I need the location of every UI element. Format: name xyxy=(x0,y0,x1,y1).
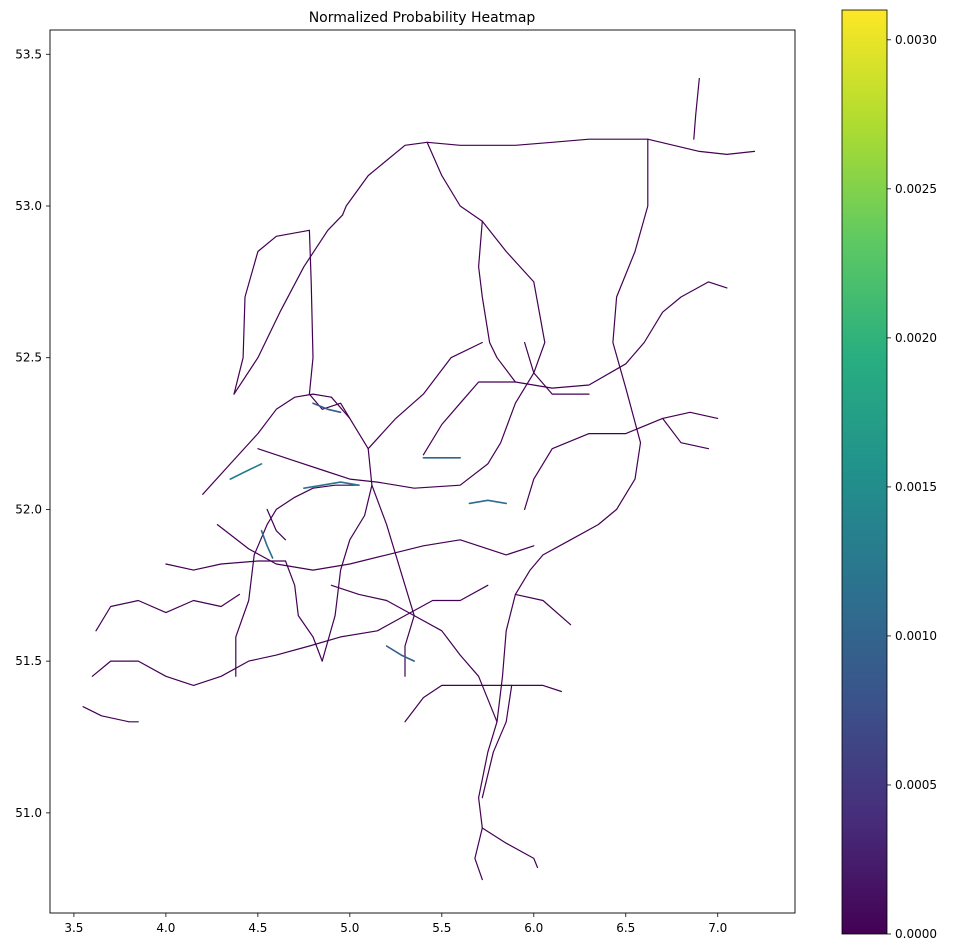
road-segment xyxy=(693,77,700,140)
road-segment xyxy=(371,484,415,677)
y-tick-label: 51.0 xyxy=(15,806,42,820)
y-tick-label: 53.5 xyxy=(15,47,42,61)
road-segment xyxy=(330,584,388,602)
road-segment xyxy=(233,229,310,395)
road-segment xyxy=(514,593,572,626)
road-segment xyxy=(165,560,287,571)
hotspots-layer xyxy=(229,402,508,662)
road-hotspot-segment xyxy=(229,463,263,480)
colorbar-ticks: 0.0000 0.0005 0.0010 0.0015 0.0020 0.0025 0.00… xyxy=(887,33,937,941)
axes-frame xyxy=(49,29,796,914)
road-segment xyxy=(91,584,489,687)
road-segment xyxy=(478,220,728,389)
colorbar-tick-label: 0.0005 xyxy=(895,778,937,792)
colorbar-tick-label: 0.0000 xyxy=(895,927,937,941)
road-segment xyxy=(661,417,710,450)
plot-area-border xyxy=(49,29,796,914)
road-segment xyxy=(95,593,241,632)
road-segment xyxy=(266,508,287,541)
road-segment xyxy=(216,523,535,571)
road-segment xyxy=(308,393,351,419)
y-tick-label: 51.5 xyxy=(15,654,42,668)
colorbar-tick-label: 0.0020 xyxy=(895,331,937,345)
colorbar-tick-label: 0.0015 xyxy=(895,480,937,494)
road-hotspot-segment xyxy=(468,499,508,505)
colorbar-tick-label: 0.0030 xyxy=(895,33,937,47)
road-segment xyxy=(422,381,517,456)
colorbar-gradient xyxy=(841,9,888,935)
x-tick-label: 4.0 xyxy=(156,921,175,935)
x-tick-label: 4.5 xyxy=(248,921,267,935)
y-tick-label: 52.0 xyxy=(15,502,42,516)
x-axis-ticks: 3.5 4.0 4.5 5.0 5.5 6.0 6.5 7.0 xyxy=(64,913,727,935)
road-segment xyxy=(386,599,498,723)
road-segment xyxy=(474,138,649,881)
road-segment xyxy=(404,684,563,723)
colorbar-tick-label: 0.0010 xyxy=(895,629,937,643)
road-segment xyxy=(235,484,360,677)
x-tick-label: 7.0 xyxy=(708,921,727,935)
road-segment xyxy=(233,214,344,395)
y-tick-label: 53.0 xyxy=(15,199,42,213)
chart-title: Normalized Probability Heatmap xyxy=(309,10,536,26)
road-segment xyxy=(481,684,513,799)
colorbar-tick-label: 0.0025 xyxy=(895,182,937,196)
road-segment xyxy=(341,138,756,216)
colorbar xyxy=(841,9,888,935)
road-segment xyxy=(82,706,139,723)
road-hotspot-segment xyxy=(303,481,360,490)
road-hotspot-segment xyxy=(385,645,416,662)
road-segment xyxy=(284,560,323,662)
road-segment xyxy=(321,396,373,662)
y-axis-ticks: 51.0 51.5 52.0 52.5 53.0 53.5 xyxy=(15,47,50,820)
road-segment xyxy=(257,141,546,489)
x-tick-label: 6.5 xyxy=(616,921,635,935)
road-segment xyxy=(523,411,719,510)
road-segment xyxy=(481,827,539,869)
x-tick-label: 6.0 xyxy=(524,921,543,935)
x-tick-label: 3.5 xyxy=(64,921,83,935)
road-hotspot-segment xyxy=(260,529,274,559)
road-segment xyxy=(308,229,314,395)
road-segment xyxy=(367,341,483,450)
x-tick-label: 5.5 xyxy=(432,921,451,935)
road-segment xyxy=(202,393,332,495)
x-tick-label: 5.0 xyxy=(340,921,359,935)
y-tick-label: 52.5 xyxy=(15,351,42,365)
road-hotspot-segment xyxy=(312,402,342,414)
roads-layer xyxy=(82,77,756,881)
road-segment xyxy=(523,341,590,395)
